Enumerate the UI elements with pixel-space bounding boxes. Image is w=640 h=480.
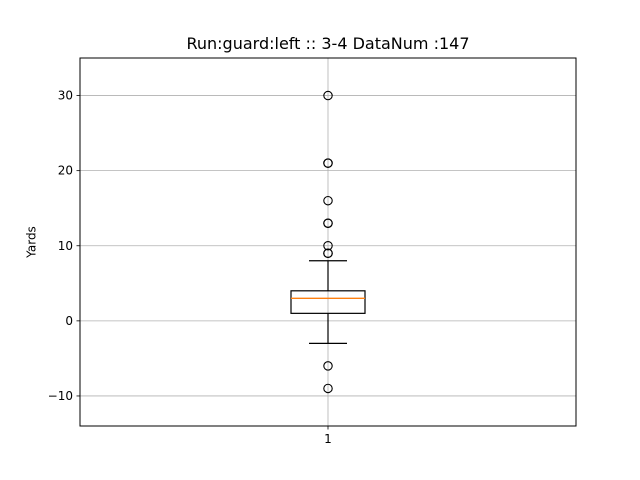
axis-ticks: −10 0 10 20 30 1 [48, 89, 332, 446]
outlier-point [323, 383, 333, 394]
y-tick-label: 0 [65, 314, 73, 328]
outlier-point [323, 195, 333, 206]
plot-data [290, 90, 366, 394]
y-tick-label: 10 [58, 239, 73, 253]
y-tick-label: −10 [48, 389, 73, 403]
outlier-point [323, 158, 333, 168]
y-tick-label: 30 [58, 89, 73, 103]
y-axis-label: Yards [25, 226, 39, 259]
outlier-point [323, 241, 333, 251]
box-group [290, 90, 366, 394]
outlier-point [323, 248, 333, 259]
outlier-point [323, 361, 333, 371]
y-tick-label: 20 [58, 164, 73, 178]
chart-title: Run:guard:left :: 3-4 DataNum :147 [186, 34, 469, 53]
outlier-point [323, 218, 333, 228]
iqr-box [290, 290, 366, 314]
x-tick-label: 1 [324, 432, 332, 446]
outlier-point [323, 90, 333, 101]
